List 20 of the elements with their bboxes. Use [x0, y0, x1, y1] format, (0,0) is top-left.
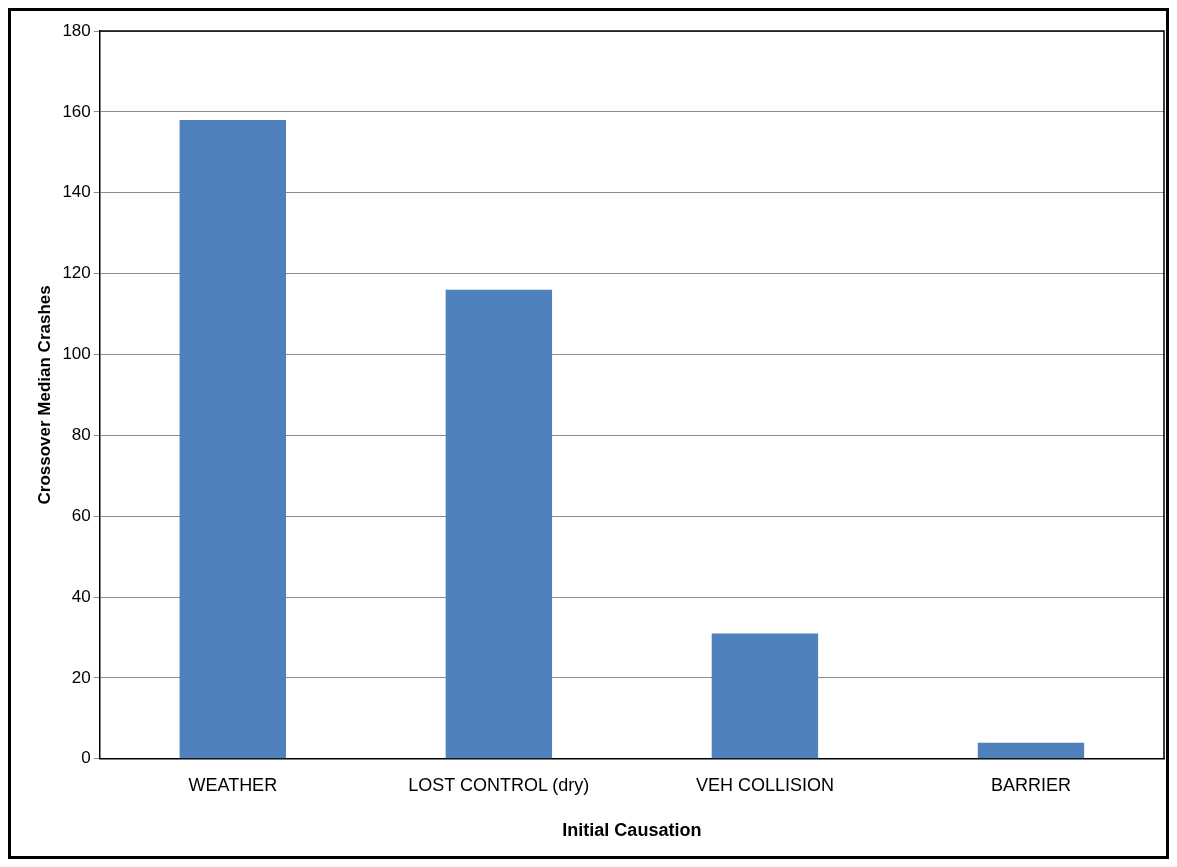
x-tick-label: BARRIER — [990, 774, 1071, 795]
y-tick-label: 0 — [81, 748, 91, 768]
y-tick-label: 20 — [71, 667, 91, 687]
y-axis-title: Crossover Median Crashes — [34, 285, 54, 505]
x-axis-title: Initial Causation — [562, 820, 702, 841]
x-tick-label: VEH COLLISION — [695, 774, 834, 795]
bar — [179, 119, 287, 759]
y-tick-label: 100 — [62, 344, 91, 364]
y-tick-label: 140 — [62, 182, 91, 202]
y-tick-label: 80 — [71, 425, 91, 445]
bar — [977, 742, 1085, 759]
y-tick-label: 180 — [62, 20, 91, 40]
x-tick-label: LOST CONTROL (dry) — [408, 774, 590, 795]
y-tick-label: 120 — [62, 263, 91, 283]
bar — [711, 633, 819, 759]
x-tick-label: WEATHER — [188, 774, 278, 795]
y-tick-label: 160 — [62, 101, 91, 121]
bar — [445, 289, 553, 759]
y-tick-label: 40 — [71, 586, 91, 606]
y-tick-label: 60 — [71, 505, 91, 525]
